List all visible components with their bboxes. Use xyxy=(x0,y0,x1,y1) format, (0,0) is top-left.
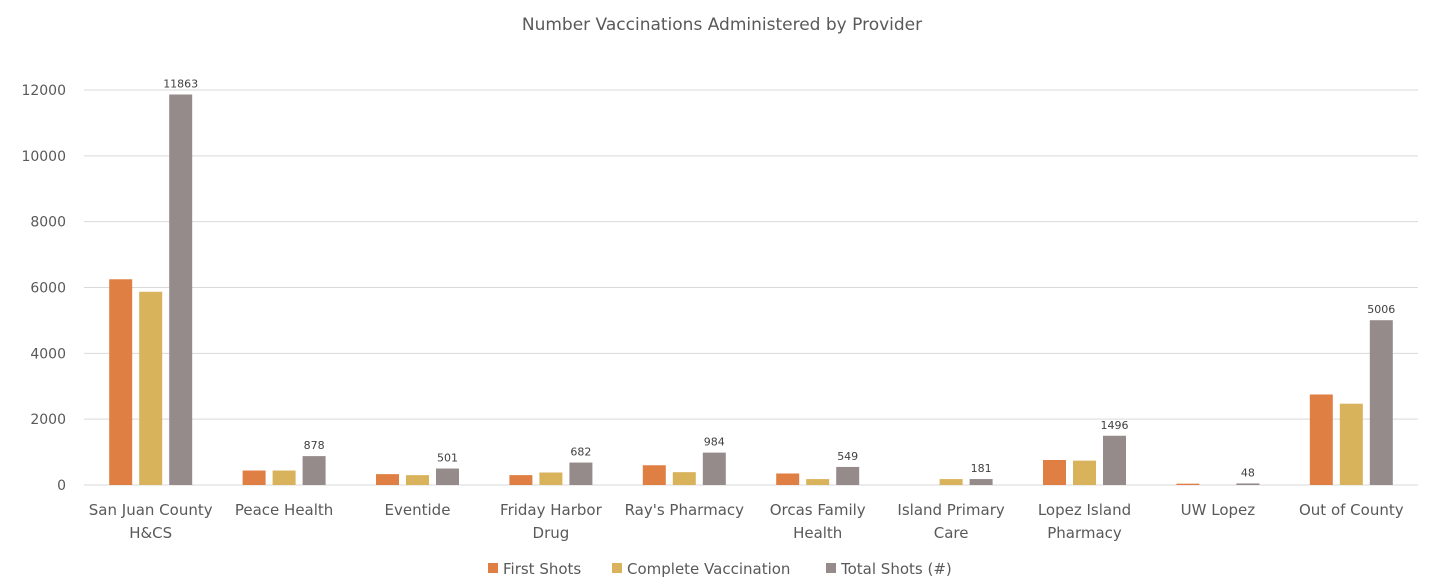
data-label: 181 xyxy=(971,462,992,475)
x-category-label: San Juan County xyxy=(89,501,213,519)
bar xyxy=(1176,483,1200,485)
legend-label: Total Shots (#) xyxy=(840,560,952,578)
data-label: 11863 xyxy=(163,78,198,91)
y-tick-label: 2000 xyxy=(30,412,66,428)
legend-swatch xyxy=(612,563,622,573)
bar xyxy=(436,468,459,485)
data-label: 549 xyxy=(837,450,858,463)
bar xyxy=(939,479,963,485)
data-label: 984 xyxy=(704,436,725,449)
legend-label: Complete Vaccination xyxy=(627,560,790,578)
bar xyxy=(642,465,666,485)
x-category-label: Health xyxy=(793,524,842,542)
bar xyxy=(806,479,830,485)
y-tick-label: 6000 xyxy=(30,281,66,297)
bar xyxy=(242,470,266,485)
x-category-label: Orcas Family xyxy=(770,501,866,519)
bar xyxy=(109,279,133,485)
bars xyxy=(109,94,1393,485)
bar xyxy=(702,452,726,485)
x-category-label: UW Lopez xyxy=(1181,501,1256,519)
bar xyxy=(672,472,696,485)
data-label: 682 xyxy=(570,446,591,459)
data-label: 48 xyxy=(1241,466,1255,479)
bar xyxy=(1043,459,1066,485)
y-tick-label: 0 xyxy=(57,478,66,494)
bar xyxy=(376,474,399,485)
x-axis-category-labels: San Juan County H&CS Peace Health Eventide F… xyxy=(89,501,1404,542)
bar xyxy=(406,475,429,485)
bar xyxy=(302,456,326,485)
y-tick-label: 12000 xyxy=(21,83,66,99)
x-category-label: Lopez Island xyxy=(1038,501,1131,519)
x-category-label: Island Primary xyxy=(897,501,1004,519)
bar xyxy=(969,479,993,485)
x-category-label: Friday Harbor xyxy=(500,501,603,519)
legend-swatch xyxy=(488,563,498,573)
x-category-label: Ray's Pharmacy xyxy=(625,501,745,519)
x-category-label: Eventide xyxy=(385,501,451,519)
data-label: 1496 xyxy=(1101,419,1129,432)
bar xyxy=(569,462,593,485)
bar xyxy=(1309,394,1333,485)
bar xyxy=(169,94,193,485)
data-label: 501 xyxy=(437,452,458,465)
x-category-label: H&CS xyxy=(129,524,172,542)
legend-swatch xyxy=(826,563,836,573)
data-label: 878 xyxy=(304,439,325,452)
bar xyxy=(1236,483,1260,485)
y-tick-label: 8000 xyxy=(30,215,66,231)
bar xyxy=(509,475,533,485)
bar xyxy=(1073,460,1096,485)
y-tick-label: 4000 xyxy=(30,346,66,362)
x-category-label: Peace Health xyxy=(235,501,333,519)
bar xyxy=(1339,403,1363,485)
data-labels: 11863 878 501 682 984 549 181 1496 48 5006 xyxy=(163,78,1395,480)
x-category-label: Out of County xyxy=(1299,501,1404,519)
bar xyxy=(539,472,563,485)
bar xyxy=(776,473,800,485)
y-axis-tick-labels: 0 2000 4000 6000 8000 10000 12000 xyxy=(21,83,66,494)
legend-label: First Shots xyxy=(503,560,581,578)
bar xyxy=(272,470,296,485)
chart-title: Number Vaccinations Administered by Prov… xyxy=(522,15,922,35)
bar xyxy=(139,291,163,485)
gridlines xyxy=(84,89,1418,486)
x-category-label: Pharmacy xyxy=(1047,524,1122,542)
bar xyxy=(836,466,860,485)
data-label: 5006 xyxy=(1367,303,1395,316)
x-category-label: Drug xyxy=(533,524,570,542)
y-tick-label: 10000 xyxy=(21,149,66,165)
x-category-label: Care xyxy=(934,524,969,542)
legend: First Shots Complete Vaccination Total Sho… xyxy=(488,560,952,578)
bar xyxy=(1369,320,1393,485)
bar xyxy=(1103,435,1126,485)
